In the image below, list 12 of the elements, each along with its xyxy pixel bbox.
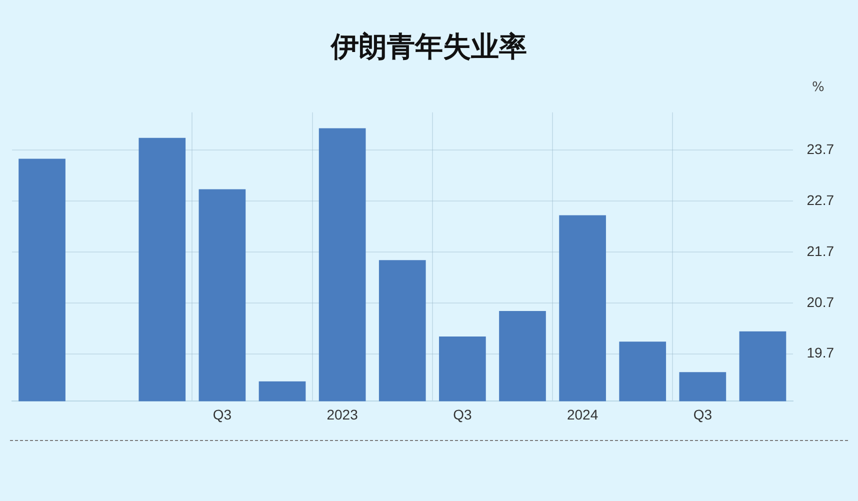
x-tick-label: 2023 xyxy=(326,406,358,422)
x-tick-label: Q3 xyxy=(212,406,232,422)
x-tick-label: Q3 xyxy=(693,406,712,422)
y-tick-label: 21.7 xyxy=(806,242,834,259)
chart-title: 伊朗青年失业率 xyxy=(329,29,528,65)
y-tick-label: 19.7 xyxy=(806,344,834,361)
x-tick-label: 2024 xyxy=(566,406,598,422)
y-tick-label: 23.7 xyxy=(806,140,834,157)
y-tick-label: 20.7 xyxy=(806,294,834,310)
y-axis-title: % xyxy=(812,80,824,95)
x-tick-label: Q3 xyxy=(453,406,472,422)
y-tick-label: 22.7 xyxy=(806,192,834,208)
